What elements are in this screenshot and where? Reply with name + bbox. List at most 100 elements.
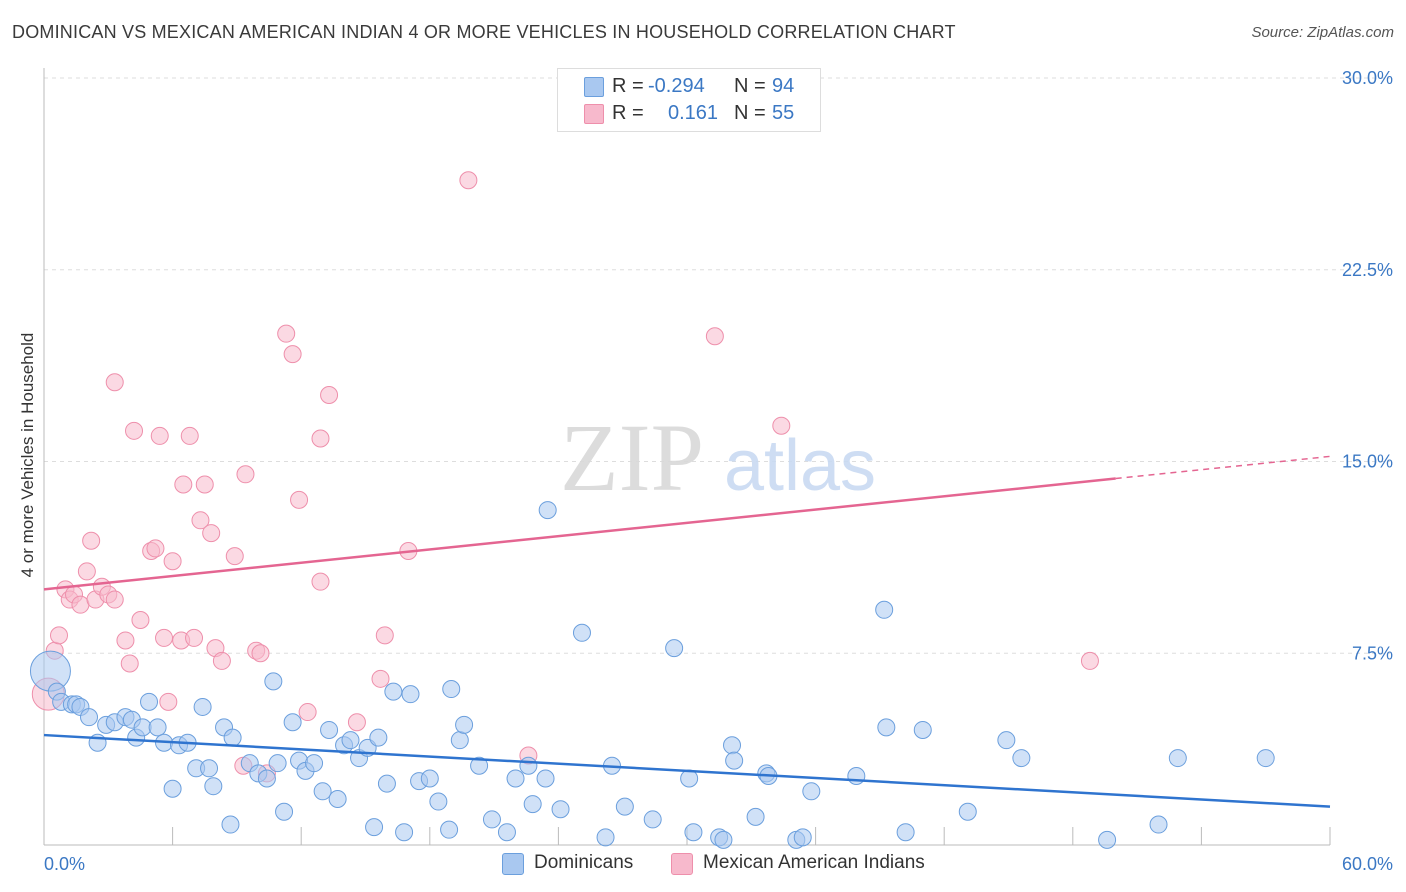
data-point-dominicans [200, 759, 219, 778]
legend-swatch-blue [584, 77, 604, 97]
data-point-dominicans [223, 728, 242, 747]
data-point-mexican-american-indians [705, 327, 724, 346]
data-point-mexican-american-indians [290, 490, 309, 509]
data-point-mexican-american-indians [283, 345, 302, 364]
data-point-dominicans [455, 715, 474, 734]
data-point-dominicans [506, 769, 525, 788]
data-point-dominicans [450, 731, 469, 750]
data-point-mexican-american-indians [298, 703, 317, 722]
data-point-dominicans [725, 751, 744, 770]
data-point-dominicans [746, 807, 765, 826]
data-point-dominicans [268, 754, 287, 773]
data-point-dominicans [163, 779, 182, 798]
chart-title: DOMINICAN VS MEXICAN AMERICAN INDIAN 4 O… [12, 22, 956, 42]
data-point-dominicans [793, 828, 812, 847]
data-point-dominicans [420, 769, 439, 788]
data-point-dominicans [442, 680, 461, 699]
data-point-mexican-american-indians [50, 626, 69, 645]
data-point-dominicans [204, 777, 223, 796]
watermark-zip: ZIP [560, 404, 704, 511]
data-point-dominicans [221, 815, 240, 834]
data-point-dominicans [665, 639, 684, 658]
data-point-mexican-american-indians [131, 611, 150, 630]
data-point-dominicans [429, 792, 448, 811]
data-point-mexican-american-indians [225, 547, 244, 566]
data-point-mexican-american-indians [174, 475, 193, 494]
data-point-dominicans [133, 718, 152, 737]
data-point-mexican-american-indians [159, 692, 178, 711]
data-point-mexican-american-indians [459, 171, 478, 190]
data-point-dominicans [305, 754, 324, 773]
data-point-dominicans [497, 823, 516, 842]
data-point-mexican-american-indians [155, 628, 174, 647]
data-point-mexican-american-indians [150, 426, 169, 445]
data-point-dominicans [519, 756, 538, 775]
data-point-dominicans [1098, 830, 1117, 849]
legend-r-value: -0.294 [648, 75, 705, 97]
data-point-dominicans [802, 782, 821, 801]
y-tick-label: 7.5% [1352, 643, 1393, 663]
watermark: ZIP atlas [560, 404, 876, 511]
bottom-legend-swatch-blue [502, 853, 524, 875]
data-point-dominicans [377, 774, 396, 793]
y-axis-label: 4 or more Vehicles in Household [18, 332, 37, 578]
data-point-dominicans [482, 810, 501, 829]
legend-n-value: 94 [772, 75, 795, 97]
legend-n-label: N = [734, 75, 766, 97]
data-point-dominicans [680, 769, 699, 788]
data-point-dominicans [877, 718, 896, 737]
data-point-mexican-american-indians [180, 426, 199, 445]
data-point-dominicans [538, 501, 557, 520]
data-point-dominicans [193, 697, 212, 716]
data-point-dominicans [847, 766, 866, 785]
data-point-dominicans [401, 685, 420, 704]
data-point-dominicans [997, 731, 1016, 750]
data-point-dominicans [80, 708, 99, 727]
trend-line-dominicans [43, 733, 1331, 808]
data-point-mexican-american-indians [251, 644, 270, 663]
grid-lines [44, 77, 1390, 654]
data-point-mexican-american-indians [1080, 651, 1099, 670]
trend-line-mexican-american-indians-extension [1115, 455, 1331, 480]
data-point-dominicans [341, 731, 360, 750]
data-point-mexican-american-indians [120, 654, 139, 673]
data-point-dominicans [320, 720, 339, 739]
axes [43, 68, 1331, 846]
data-point-dominicans [572, 623, 591, 642]
x-tick-label: 60.0% [1342, 854, 1393, 874]
data-point-dominicans [643, 810, 662, 829]
data-point-mexican-american-indians [105, 373, 124, 392]
data-point-dominicans [684, 823, 703, 842]
data-point-mexican-american-indians [212, 651, 231, 670]
data-point-dominicans [875, 600, 894, 619]
y-tick-label: 22.5% [1342, 260, 1393, 280]
data-point-mexican-american-indians [371, 669, 390, 688]
x-tick-label: 0.0% [44, 854, 85, 874]
data-point-dominicans [313, 782, 332, 801]
data-point-mexican-american-indians [105, 590, 124, 609]
data-point-mexican-american-indians [202, 524, 221, 543]
data-point-dominicans [523, 795, 542, 814]
source-label: Source: ZipAtlas.com [1251, 24, 1394, 41]
legend-r-label: R = [612, 102, 644, 124]
data-point-dominicans [958, 802, 977, 821]
data-point-mexican-american-indians [320, 386, 339, 405]
data-point-mexican-american-indians [347, 713, 366, 732]
data-point-dominicans [275, 802, 294, 821]
data-point-dominicans [140, 692, 159, 711]
data-point-mexican-american-indians [772, 416, 791, 435]
bottom-legend-swatch-pink [671, 853, 693, 875]
data-point-dominicans [1012, 749, 1031, 768]
data-point-dominicans [551, 800, 570, 819]
data-point-dominicans [328, 789, 347, 808]
data-point-mexican-american-indians [311, 429, 330, 448]
legend-r-value: 0.161 [668, 102, 719, 124]
data-point-dominicans [395, 823, 414, 842]
legend-r-label: R = [612, 75, 644, 97]
data-point-mexican-american-indians [191, 511, 210, 530]
data-point-dominicans [723, 736, 742, 755]
legend-n-label: N = [734, 102, 766, 124]
data-point-dominicans [1256, 749, 1275, 768]
data-point-dominicans [896, 823, 915, 842]
